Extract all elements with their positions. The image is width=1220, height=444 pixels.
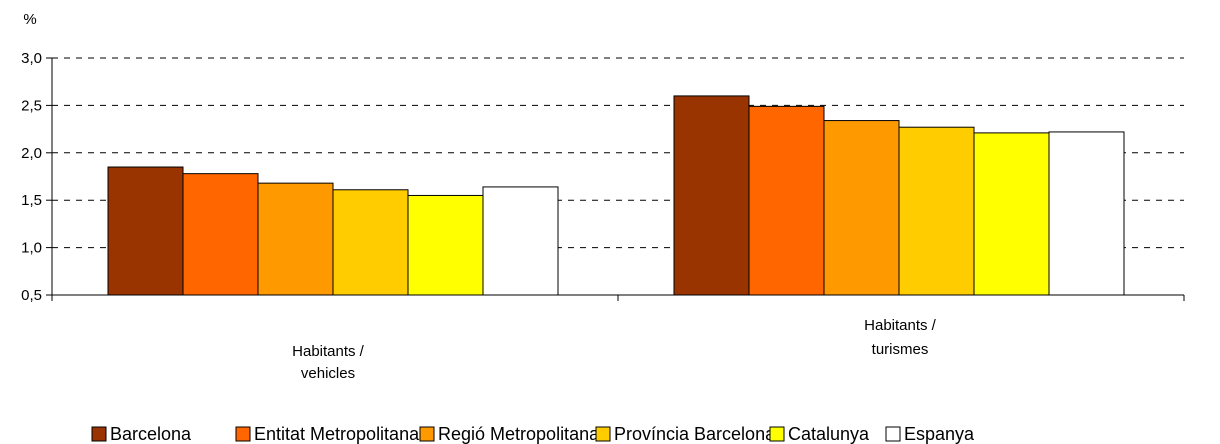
legend-label: Catalunya	[788, 424, 870, 444]
category-labels: Habitants / vehicles Habitants / turismes	[292, 317, 937, 382]
bar-entitat-metropolitana	[182, 173, 259, 296]
bar-espanya	[1048, 131, 1125, 296]
bar-regi-metropolitana	[823, 120, 900, 296]
bar-catalunya	[973, 132, 1050, 296]
bar-espanya	[482, 186, 559, 296]
y-tick-label: 1,0	[21, 240, 42, 257]
bar-catalunya	[407, 194, 484, 296]
legend-swatch	[769, 426, 785, 442]
bar-regi-metropolitana	[257, 182, 334, 296]
y-axis-unit: %	[23, 11, 36, 28]
legend: Barcelona Entitat Metropolitana Regió Metr…	[91, 424, 975, 444]
y-tick-label: 2,5	[21, 97, 42, 114]
grid-lines	[52, 57, 1184, 249]
category-label-line: turismes	[872, 341, 929, 358]
legend-swatch	[419, 426, 435, 442]
y-tick-label: 0,5	[21, 287, 42, 304]
bar-barcelona	[673, 95, 750, 296]
legend-swatch	[595, 426, 611, 442]
y-tick-label: 3,0	[21, 50, 42, 67]
y-tick-label: 2,0	[21, 145, 42, 162]
legend-swatch	[235, 426, 251, 442]
bar-entitat-metropolitana	[748, 105, 825, 296]
bars	[107, 95, 1125, 296]
legend-label: Regió Metropolitana	[438, 424, 600, 444]
category-label-line: Habitants /	[292, 343, 365, 360]
axes	[46, 57, 1185, 301]
legend-label: Entitat Metropolitana	[254, 424, 420, 444]
category-label-line: Habitants /	[864, 317, 937, 334]
legend-label: Província Barcelona	[614, 424, 776, 444]
y-tick-label: 1,5	[21, 192, 42, 209]
category-label-line: vehicles	[301, 365, 355, 382]
bar-prov-ncia-barcelona	[898, 126, 975, 296]
legend-label: Espanya	[904, 424, 975, 444]
legend-swatch	[91, 426, 107, 442]
legend-label: Barcelona	[110, 424, 192, 444]
y-tick-labels: 0,5 1,0 1,5 2,0 2,5 3,0	[21, 50, 42, 304]
legend-swatch	[885, 426, 901, 442]
bar-barcelona	[107, 166, 184, 296]
bar-prov-ncia-barcelona	[332, 189, 409, 296]
